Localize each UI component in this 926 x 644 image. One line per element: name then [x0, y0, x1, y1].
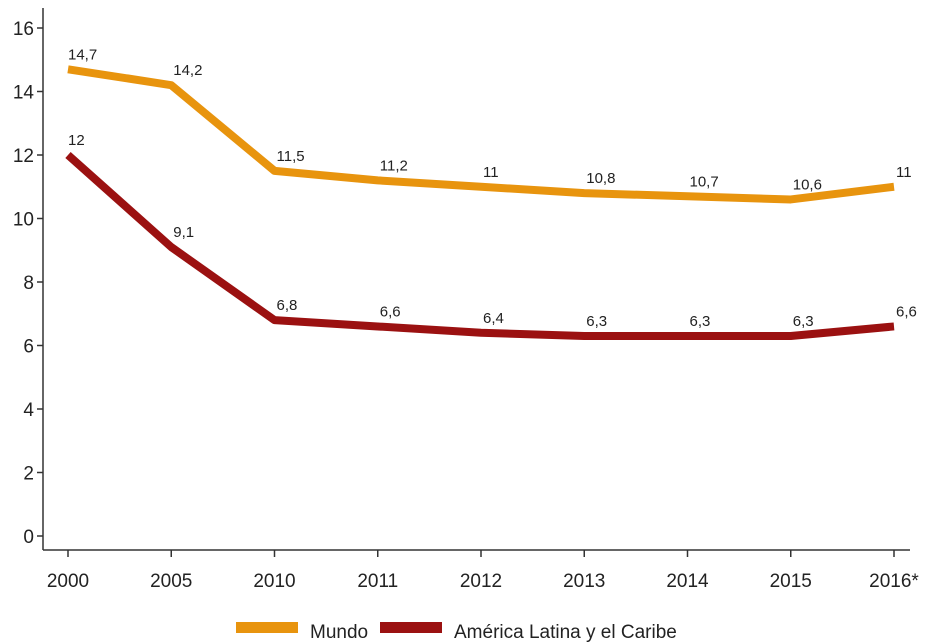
legend-swatch-mundo — [236, 622, 298, 633]
data-label: 14,7 — [68, 46, 97, 63]
data-label: 6,4 — [483, 310, 504, 327]
legend-label-mundo: Mundo — [310, 622, 368, 643]
data-label: 6,3 — [793, 313, 814, 330]
y-tick-label: 10 — [13, 210, 34, 231]
x-tick-label: 2013 — [563, 571, 605, 592]
series-lines — [65, 65, 895, 340]
data-label: 11 — [896, 164, 912, 181]
data-label: 6,6 — [896, 303, 917, 320]
series-line-1 — [65, 152, 895, 340]
legend: Mundo América Latina y el Caribe — [236, 622, 677, 643]
data-label: 11,2 — [380, 157, 408, 174]
data-label: 6,8 — [277, 297, 298, 314]
y-tick-label: 16 — [13, 19, 34, 40]
axes — [42, 8, 910, 551]
y-tick-label: 14 — [13, 83, 35, 104]
data-label: 9,1 — [173, 224, 194, 241]
x-tick-label: 2005 — [150, 571, 192, 592]
data-label: 14,2 — [173, 62, 202, 79]
data-label: 6,3 — [690, 313, 711, 330]
legend-swatch-america-latina — [380, 622, 442, 633]
data-label: 11,5 — [277, 148, 305, 165]
data-label: 6,6 — [380, 303, 401, 320]
x-tick-label: 2014 — [666, 571, 709, 592]
legend-label-america-latina: América Latina y el Caribe — [454, 622, 677, 643]
x-tick-label: 2010 — [253, 571, 295, 592]
y-tick-label: 0 — [23, 527, 34, 548]
data-label: 10,8 — [586, 170, 615, 187]
x-tick-label: 2012 — [460, 571, 502, 592]
y-tick-label: 2 — [23, 464, 34, 485]
data-label: 11 — [483, 164, 499, 181]
data-label: 12 — [68, 132, 85, 149]
y-axis-ticks: 0 2 4 6 8 10 12 14 16 — [13, 19, 43, 548]
x-axis-ticks: 2000 2005 2010 2011 2012 2013 2014 2015 2016* — [47, 550, 919, 592]
x-tick-label: 2011 — [357, 571, 398, 592]
x-tick-label: 2000 — [47, 571, 89, 592]
series-line-0 — [67, 65, 895, 204]
y-tick-label: 4 — [23, 400, 34, 421]
y-tick-label: 6 — [23, 337, 34, 358]
x-tick-label: 2016* — [869, 571, 919, 592]
y-tick-label: 12 — [13, 146, 34, 167]
x-tick-label: 2015 — [770, 571, 812, 592]
y-tick-label: 8 — [23, 273, 34, 294]
data-label: 6,3 — [586, 313, 607, 330]
data-label: 10,7 — [690, 173, 719, 190]
data-labels: 14,7 14,2 11,5 11,2 11 10,8 10,7 10,6 11 12 9,1 6,8… — [68, 46, 917, 330]
data-label: 10,6 — [793, 176, 822, 193]
